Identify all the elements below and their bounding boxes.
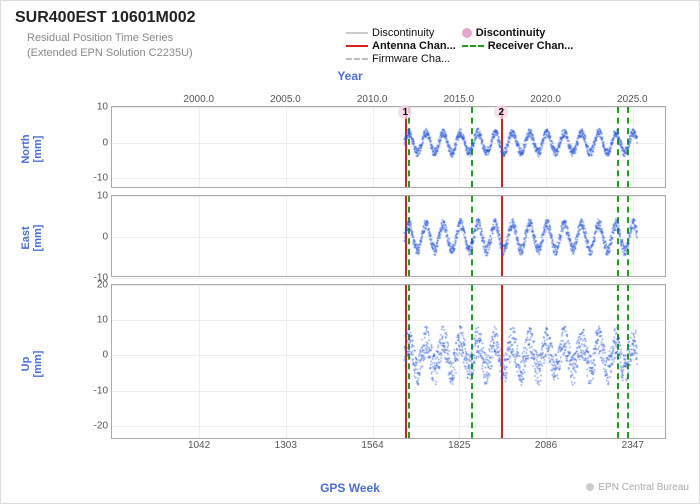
subtitle-line-1: Residual Position Time Series	[27, 32, 173, 44]
y-tick-label: 10	[97, 191, 108, 202]
footer-dot-icon	[586, 483, 594, 491]
y-tick-label: 20	[97, 280, 108, 291]
timeseries-scatter	[112, 107, 667, 189]
legend: DiscontinuityDiscontinuityAntenna Chan..…	[346, 27, 579, 66]
week-tick-label: 1303	[275, 440, 297, 451]
panel-north: -100102000.02005.02010.02015.02020.02025…	[111, 106, 666, 188]
legend-item: Discontinuity	[346, 27, 462, 40]
discontinuity-marker-label: 1	[402, 107, 408, 118]
week-tick-label: 2086	[535, 440, 557, 451]
y-axis-label: Up[mm]	[20, 339, 44, 389]
chart-subtitle: Residual Position Time Series (Extended …	[27, 31, 193, 61]
week-tick-label: 1042	[188, 440, 210, 451]
legend-label: Antenna Chan...	[372, 40, 456, 52]
year-tick-label: 2005.0	[270, 94, 301, 105]
year-tick-label: 2010.0	[357, 94, 388, 105]
discontinuity-marker-label: 2	[498, 107, 504, 118]
year-tick-label: 2025.0	[617, 94, 648, 105]
y-axis-label: East[mm]	[20, 213, 44, 263]
y-tick-label: 0	[102, 232, 108, 243]
week-tick-label: 1825	[448, 440, 470, 451]
x-axis-top-label: Year	[1, 69, 699, 83]
week-tick-label: 2347	[622, 440, 644, 451]
legend-item: Receiver Chan...	[462, 40, 580, 53]
legend-line-icon	[346, 58, 368, 60]
footer-credit: EPN Central Bureau	[586, 482, 689, 493]
year-tick-label: 2020.0	[530, 94, 561, 105]
y-axis-label: North[mm]	[20, 124, 44, 174]
timeseries-scatter	[112, 196, 667, 278]
legend-line-icon	[462, 45, 484, 47]
legend-label: Discontinuity	[372, 27, 434, 39]
legend-item: Discontinuity	[462, 27, 580, 40]
y-tick-label: 10	[97, 315, 108, 326]
legend-label: Firmware Cha...	[372, 53, 450, 65]
footer-text: EPN Central Bureau	[598, 482, 689, 493]
y-tick-label: 0	[102, 137, 108, 148]
chart-title: SUR400EST 10601M002	[15, 9, 196, 27]
year-tick-label: 2000.0	[183, 94, 214, 105]
legend-label: Receiver Chan...	[488, 40, 574, 52]
legend-dot-icon	[462, 28, 472, 38]
legend-label: Discontinuity	[476, 27, 546, 39]
panel-up: -20-1001020104213031564182520862347	[111, 284, 666, 439]
timeseries-scatter	[112, 285, 667, 440]
subtitle-line-2: (Extended EPN Solution C2235U)	[27, 47, 193, 59]
y-tick-label: -20	[94, 420, 108, 431]
chart-frame: SUR400EST 10601M002 Residual Position Ti…	[0, 0, 700, 504]
legend-line-icon	[346, 32, 368, 34]
panel-east: -10010	[111, 195, 666, 277]
legend-item: Firmware Cha...	[346, 53, 462, 66]
y-tick-label: 0	[102, 350, 108, 361]
week-tick-label: 1564	[361, 440, 383, 451]
legend-item: Antenna Chan...	[346, 40, 462, 53]
y-tick-label: 10	[97, 102, 108, 113]
legend-line-icon	[346, 45, 368, 47]
year-tick-label: 2015.0	[444, 94, 475, 105]
y-tick-label: -10	[94, 173, 108, 184]
y-tick-label: -10	[94, 385, 108, 396]
